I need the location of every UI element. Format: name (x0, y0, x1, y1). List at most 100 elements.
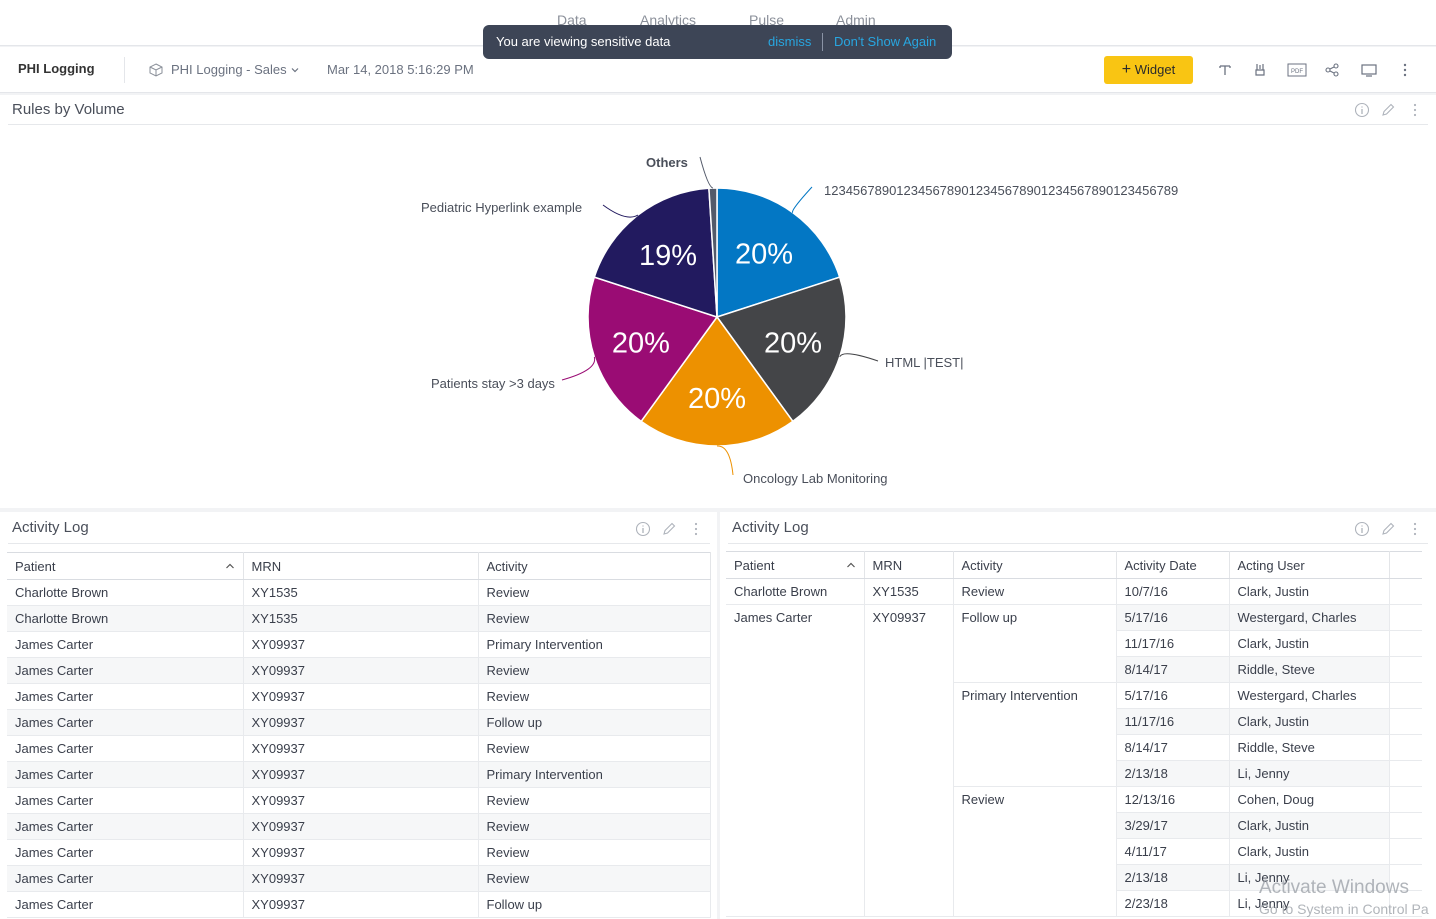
pie-leader-line (716, 445, 734, 476)
column-header-label: Patient (734, 557, 775, 573)
table-row[interactable]: 8/14/17 Riddle, Steve (726, 656, 1422, 683)
table-row[interactable]: James Carter XY09937 Review (7, 813, 711, 840)
table-row[interactable]: 2/23/18 Li, Jenny (726, 890, 1422, 917)
cell-activity-date: 5/17/16 (1116, 604, 1230, 631)
filter-icon[interactable] (1251, 61, 1269, 79)
column-header-label: Acting User (1237, 557, 1305, 573)
edit-icon[interactable] (661, 521, 677, 537)
table-row[interactable]: James Carter XY09937 Review (7, 839, 711, 866)
add-widget-button[interactable]: + Widget (1104, 56, 1193, 84)
sort-up-icon[interactable] (225, 561, 235, 571)
cell-acting-user: Clark, Justin (1229, 812, 1390, 839)
dashboard-selector[interactable]: PHI Logging - Sales (171, 62, 287, 77)
screen-icon[interactable] (1360, 61, 1378, 79)
edit-icon[interactable] (1380, 102, 1396, 118)
cell-patient: James Carter (7, 839, 244, 866)
table-row[interactable]: 8/14/17 Riddle, Steve (726, 734, 1422, 761)
nav-admin[interactable]: Admin (836, 12, 876, 28)
info-icon[interactable] (1354, 102, 1370, 118)
table-row[interactable]: Review 12/13/16 Cohen, Doug (726, 786, 1422, 917)
pie-slice[interactable] (593, 187, 718, 319)
column-header-label: Activity (486, 558, 528, 574)
table-row[interactable]: James Carter XY09937 Follow up 5/17/16 Weste… (726, 604, 1422, 917)
dashboard-timestamp: Mar 14, 2018 5:16:29 PM (327, 62, 474, 77)
column-header-patient[interactable]: Patient (7, 552, 244, 580)
panel-menu-icon[interactable] (1407, 102, 1423, 118)
info-icon[interactable] (1354, 521, 1370, 537)
table-row[interactable]: 2/13/18 Li, Jenny (726, 864, 1422, 891)
cell-activity: Follow up (478, 891, 711, 918)
text-icon[interactable] (1216, 61, 1234, 79)
cell-activity-date: 10/7/16 (1116, 578, 1230, 605)
pie-leader-line (699, 156, 714, 189)
table-row[interactable]: Charlotte Brown XY1535 Review (7, 579, 711, 606)
table-row[interactable]: James Carter XY09937 Review (7, 735, 711, 762)
table-row[interactable]: James Carter XY09937 Review (7, 787, 711, 814)
cell-spacer (1389, 630, 1422, 657)
cell-activity: Primary Intervention (953, 682, 1117, 787)
panel-menu-icon[interactable] (688, 521, 704, 537)
table-row[interactable]: 4/11/17 Clark, Justin (726, 838, 1422, 865)
table-row[interactable]: James Carter XY09937 Review (7, 865, 711, 892)
pie-slice[interactable] (715, 276, 847, 423)
column-header-activity[interactable]: Activity (478, 552, 711, 580)
panel-menu-icon[interactable] (1407, 521, 1423, 537)
chevron-down-icon[interactable] (290, 65, 300, 75)
cell-activity-date: 2/13/18 (1116, 864, 1230, 891)
cell-activity: Review (478, 657, 711, 684)
pie-percent-label: 20% (735, 238, 793, 270)
pdf-icon[interactable]: PDF (1286, 61, 1308, 79)
table-row[interactable]: 2/13/18 Li, Jenny (726, 760, 1422, 787)
cell-patient: Charlotte Brown (7, 579, 244, 606)
cell-mrn: XY09937 (243, 891, 479, 918)
pie-percent-label: 20% (688, 383, 746, 415)
cell-activity: Review (478, 735, 711, 762)
cell-activity: Review (478, 865, 711, 892)
column-header-mrn[interactable]: MRN (864, 551, 954, 579)
table-row[interactable]: Primary Intervention 5/17/16 Westergard, C… (726, 682, 1422, 787)
table-row[interactable]: James Carter XY09937 Primary Intervention (7, 761, 711, 788)
plus-icon: + (1121, 61, 1132, 78)
column-header-label: Patient (15, 558, 56, 574)
share-icon[interactable] (1323, 61, 1341, 79)
dismiss-link[interactable]: dismiss (768, 34, 812, 49)
add-widget-label: Widget (1134, 62, 1176, 77)
table-row[interactable]: James Carter XY09937 Follow up (7, 709, 711, 736)
cell-mrn: XY09937 (243, 787, 479, 814)
more-icon[interactable] (1396, 61, 1414, 79)
column-header-mrn[interactable]: MRN (243, 552, 479, 580)
table-row[interactable]: 3/29/17 Clark, Justin (726, 812, 1422, 839)
cell-acting-user: Clark, Justin (1229, 838, 1390, 865)
table-row[interactable]: Charlotte Brown XY1535 Review 10/7/16 Clark,… (726, 578, 1422, 605)
cell-acting-user: Li, Jenny (1229, 760, 1390, 787)
table-row[interactable]: 11/17/16 Clark, Justin (726, 708, 1422, 735)
column-header-activity[interactable]: Activity (953, 551, 1117, 579)
cell-spacer (1389, 656, 1422, 683)
column-header-patient[interactable]: Patient (726, 551, 865, 579)
nav-data[interactable]: Data (557, 12, 587, 28)
cell-mrn: XY1535 (243, 579, 479, 606)
table-row[interactable]: James Carter XY09937 Primary Intervention (7, 631, 711, 658)
table-row[interactable]: James Carter XY09937 Review (7, 657, 711, 684)
pie-slice[interactable] (708, 187, 718, 318)
table-row[interactable]: 11/17/16 Clark, Justin (726, 630, 1422, 657)
cell-acting-user: Clark, Justin (1229, 708, 1390, 735)
table-row[interactable]: Charlotte Brown XY1535 Review (7, 605, 711, 632)
edit-icon[interactable] (1380, 521, 1396, 537)
info-icon[interactable] (635, 521, 651, 537)
nav-analytics[interactable]: Analytics (640, 12, 697, 28)
nav-pulse[interactable]: Pulse (749, 12, 785, 28)
column-header-spacer (1389, 551, 1422, 579)
pie-label: HTML |TEST| (885, 355, 964, 370)
table-row[interactable]: James Carter XY09937 Review (7, 683, 711, 710)
activity-log-panel-left: Activity Log Patient MRN Activity Charlo… (0, 512, 717, 919)
column-header-acting-user[interactable]: Acting User (1229, 551, 1390, 579)
column-header-activity-date[interactable]: Activity Date (1116, 551, 1230, 579)
cell-activity-date: 11/17/16 (1116, 630, 1230, 657)
dont-show-again-link[interactable]: Don't Show Again (834, 34, 937, 49)
cell-acting-user: Clark, Justin (1229, 630, 1390, 657)
sort-up-icon[interactable] (846, 560, 856, 570)
cell-mrn: XY09937 (243, 761, 479, 788)
cell-spacer (1389, 890, 1422, 917)
table-row[interactable]: James Carter XY09937 Follow up (7, 891, 711, 918)
